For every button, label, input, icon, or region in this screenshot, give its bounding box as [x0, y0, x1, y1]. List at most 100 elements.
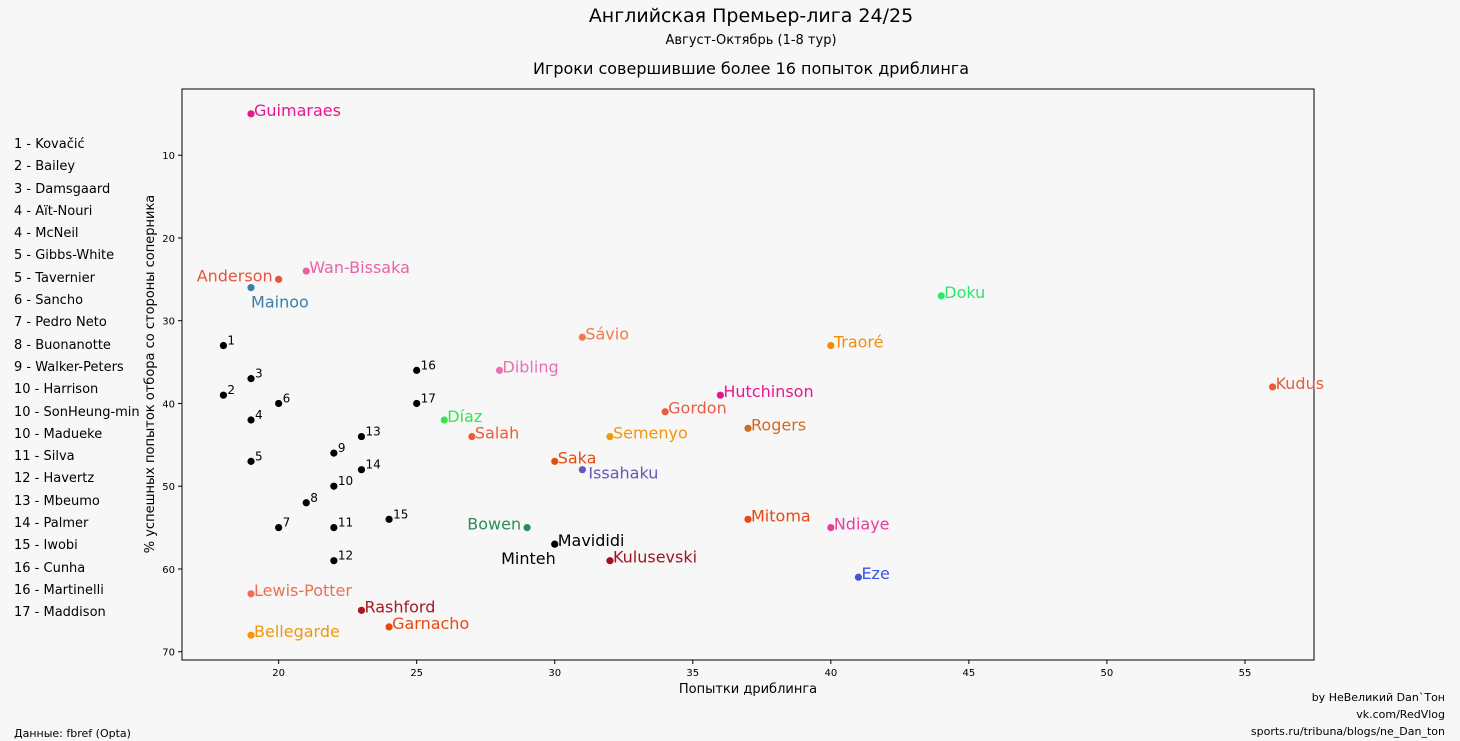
player-point-label: Traoré	[833, 333, 884, 352]
player-point-marker	[716, 391, 724, 399]
player-point-marker	[440, 416, 448, 424]
player-point-marker	[744, 424, 752, 432]
numbered-point-marker	[330, 449, 338, 457]
legend-entry: 8 - Buonanotte	[14, 337, 111, 353]
y-tick-label: 60	[162, 565, 175, 576]
numbered-point-label: 12	[338, 549, 353, 563]
player-point-label: Bowen	[467, 515, 521, 534]
player-point-label: Dibling	[503, 357, 559, 376]
numbered-point-label: 7	[283, 516, 291, 530]
player-point-label: Minteh	[501, 549, 556, 568]
credit-vk: vk.com/RedVlog	[1356, 708, 1445, 721]
player-point-label: Saka	[558, 448, 597, 467]
x-axis: 20 25 30 35 40 45 50 55	[272, 660, 1251, 679]
player-point-label: Díaz	[447, 407, 482, 426]
numbered-point-marker	[219, 391, 228, 399]
player-point-marker	[661, 408, 669, 416]
player-point-label: Eze	[861, 564, 889, 583]
player-point-label: Sávio	[585, 324, 629, 343]
numbered-point-label: 9	[338, 441, 346, 455]
player-point-label: Gordon	[668, 399, 727, 418]
chart-title: Английская Премьер-лига 24/25	[589, 5, 913, 27]
numbered-point-marker	[275, 523, 283, 532]
numbered-point-label: 1	[227, 334, 235, 348]
legend-entry: 4 - McNeil	[14, 226, 79, 242]
y-tick-label: 30	[162, 317, 175, 328]
legend-entry: 16 - Cunha	[14, 560, 86, 576]
player-point-label: Mitoma	[751, 506, 811, 525]
numbered-point-marker	[413, 399, 421, 408]
numbered-point-marker	[302, 499, 310, 507]
player-point-label: Anderson	[197, 266, 273, 285]
player-number-legend: 1 - Kovačić 2 - Bailey 3 - Damsgaard 4 -…	[14, 134, 140, 625]
player-point-marker	[827, 341, 835, 350]
numbered-point-marker	[385, 515, 393, 523]
player-point-marker	[551, 457, 559, 465]
player-point-marker	[247, 284, 255, 292]
player-point-marker	[385, 623, 393, 631]
numbered-point-label: 14	[365, 458, 380, 472]
numbered-point-marker	[247, 457, 255, 465]
player-point-label: Lewis-Potter	[254, 581, 352, 600]
legend-entry: 14 - Palmer	[14, 516, 89, 532]
x-tick-label: 35	[686, 668, 699, 679]
player-point-marker	[744, 515, 752, 523]
x-tick-label: 55	[1239, 668, 1252, 679]
legend-entry: 16 - Martinelli	[14, 582, 104, 598]
legend-entry: 10 - SonHeung-min	[14, 404, 140, 420]
numbered-point-marker	[275, 399, 283, 408]
legend-entry: 4 - Aït-Nouri	[14, 203, 93, 219]
numbered-point-label: 2	[227, 383, 235, 397]
numbered-point-marker	[357, 432, 366, 441]
player-point-marker	[606, 557, 614, 565]
player-point-marker	[247, 110, 255, 118]
player-point-marker	[247, 631, 255, 639]
chart-subtitle: Август-Октябрь (1-8 тур)	[665, 33, 836, 48]
credit-blog: sports.ru/tribuna/blogs/ne_Dan_ton	[1250, 725, 1445, 738]
player-point-marker	[523, 523, 531, 532]
x-tick-label: 45	[963, 668, 976, 679]
numbered-point-label: 15	[393, 507, 408, 521]
legend-entry: 5 - Gibbs-White	[14, 248, 115, 264]
player-point-label: Wan-Bissaka	[309, 258, 410, 277]
player-point-label: Semenyo	[613, 424, 688, 443]
data-source: Данные: fbref (Opta)	[14, 727, 131, 740]
legend-entry: 13 - Mbeumo	[14, 493, 100, 509]
player-point-label: Salah	[475, 424, 519, 443]
player-point-marker	[578, 466, 586, 474]
x-tick-label: 20	[272, 668, 285, 679]
numbered-point-label: 16	[421, 358, 436, 372]
y-tick-label: 20	[162, 234, 175, 245]
legend-entry: 10 - Madueke	[14, 426, 103, 442]
player-point-label: Garnacho	[392, 614, 469, 633]
numbered-point-label: 10	[338, 474, 353, 488]
player-point-marker	[606, 432, 614, 441]
legend-entry: 12 - Havertz	[14, 471, 95, 487]
legend-entry: 17 - Maddison	[14, 605, 106, 621]
player-point-label: Kulusevski	[613, 548, 697, 567]
player-point-label: Mainoo	[251, 293, 309, 312]
player-point-marker	[247, 590, 255, 598]
numbered-point-marker	[413, 366, 421, 374]
player-point-marker	[937, 292, 945, 300]
numbered-point-label: 8	[310, 491, 318, 505]
y-tick-label: 10	[162, 151, 175, 162]
legend-entry: 15 - Iwobi	[14, 538, 78, 554]
credit-author: by НеВеликий Dan`Тон	[1311, 691, 1445, 704]
player-point-label: Bellegarde	[254, 622, 340, 641]
x-tick-label: 40	[824, 668, 837, 679]
player-point-marker	[854, 573, 863, 581]
player-point-label: Issahaku	[588, 464, 658, 483]
numbered-point-label: 11	[338, 516, 353, 530]
player-point-label: Hutchinson	[723, 382, 813, 401]
numbered-point-marker	[219, 341, 228, 350]
numbered-point-marker	[330, 482, 338, 490]
legend-entry: 1 - Kovačić	[14, 137, 85, 152]
numbered-point-label: 13	[365, 425, 380, 439]
plot-area	[181, 88, 1315, 661]
numbered-point-label: 4	[255, 408, 263, 422]
player-point-marker	[495, 366, 504, 374]
legend-entry: 10 - Harrison	[14, 382, 99, 398]
legend-entry: 11 - Silva	[14, 449, 75, 465]
x-axis-label: Попытки дриблинга	[679, 682, 817, 697]
